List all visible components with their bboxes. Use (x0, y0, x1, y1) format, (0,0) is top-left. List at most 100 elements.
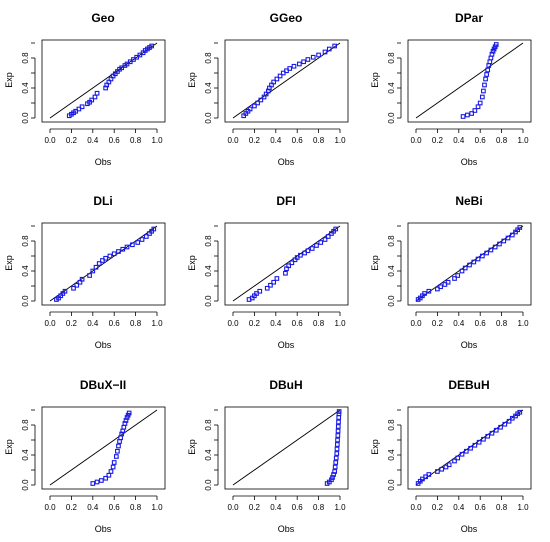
data-point (497, 241, 502, 247)
data-point (316, 52, 321, 58)
reference-line (415, 42, 524, 119)
y-tick-label: 0.0 (21, 295, 30, 307)
data-point (120, 246, 126, 252)
x-tick-label: 0.2 (66, 136, 78, 145)
x-tick-label: 0.0 (410, 136, 422, 145)
data-point (96, 261, 102, 266)
y-tick-label: 0.4 (387, 82, 396, 94)
y-tick-label: 0.4 (387, 449, 396, 461)
x-tick-label: 0.2 (249, 503, 261, 512)
x-tick-label: 0.0 (227, 319, 239, 328)
panel-dbux-ii: DBuX−II 0.0 0.2 0.4 0.6 0.8 1.0 Obs 0.0 0.4 0.8 Exp (4, 378, 166, 534)
data-point (93, 264, 99, 270)
data-point (483, 76, 488, 82)
panel-title: GGeo (270, 11, 303, 25)
x-axis-label: Obs (95, 524, 112, 534)
x-tick-label: 0.0 (44, 503, 56, 512)
y-tick-label: 0.4 (21, 449, 30, 461)
data-point (121, 424, 127, 430)
data-point (79, 104, 85, 110)
data-point (481, 88, 486, 94)
data-point (476, 439, 482, 445)
data-point (335, 437, 340, 443)
reference-line (49, 409, 158, 486)
plot-frame (224, 406, 349, 490)
plot-frame (224, 222, 349, 306)
data-point (332, 464, 338, 470)
data-point (455, 455, 461, 461)
data-point (488, 247, 494, 253)
x-axis-label: Obs (95, 157, 112, 167)
data-point (271, 279, 277, 285)
y-tick-label: 0.8 (21, 235, 30, 247)
y-tick-label: 0.0 (204, 295, 213, 307)
data-point (122, 421, 128, 426)
data-point (118, 435, 123, 441)
data-point (120, 428, 126, 434)
data-point (334, 446, 340, 452)
data-point (74, 282, 80, 288)
data-point (439, 466, 445, 472)
plot-frame (407, 406, 532, 490)
y-axis-label: Exp (4, 439, 14, 455)
data-point (459, 268, 465, 274)
data-point (333, 226, 339, 232)
x-tick-label: 0.6 (292, 136, 304, 145)
panel-title: DEBuH (448, 378, 489, 392)
x-tick-label: 0.6 (109, 136, 121, 145)
x-tick-label: 0.0 (410, 319, 422, 328)
x-axis-label: Obs (278, 524, 295, 534)
data-point (452, 276, 457, 281)
x-tick-label: 0.8 (496, 503, 508, 512)
data-point (271, 79, 277, 85)
reference-line (49, 42, 158, 119)
data-point (471, 259, 477, 265)
y-tick-label: 0.8 (204, 52, 213, 64)
panel-geo: Geo 0.0 0.2 0.4 0.6 0.8 1.0 Obs 0.0 0.4 0.8 Exp (4, 11, 166, 167)
data-point (124, 244, 130, 250)
data-point (94, 479, 100, 485)
data-point (334, 451, 340, 456)
data-point (489, 51, 495, 57)
y-tick-label: 0.0 (204, 112, 213, 124)
data-point (143, 234, 149, 239)
y-tick-label: 0.4 (204, 449, 213, 461)
y-axis-label: Exp (187, 439, 197, 455)
x-axis-label: Obs (461, 157, 478, 167)
data-point (305, 248, 311, 254)
data-point (89, 97, 95, 103)
panel-dpar: DPar 0.0 0.2 0.4 0.6 0.8 1.0 Obs 0.0 0.4 0.8 Exp (370, 11, 532, 167)
x-tick-label: 1.0 (151, 136, 163, 145)
x-tick-label: 1.0 (334, 319, 346, 328)
data-point (475, 104, 481, 110)
data-point (247, 106, 253, 112)
data-point (332, 43, 338, 49)
x-tick-label: 1.0 (151, 503, 163, 512)
data-point (336, 419, 341, 425)
x-tick-label: 0.8 (313, 319, 325, 328)
data-point (509, 232, 515, 238)
panel-dli: DLi 0.0 0.2 0.4 0.6 0.8 1.0 Obs 0.0 0.4 0.8 Exp (4, 194, 166, 350)
x-tick-label: 0.6 (475, 136, 487, 145)
y-tick-label: 0.0 (21, 112, 30, 124)
y-axis-label: Exp (370, 255, 380, 271)
y-tick-label: 0.8 (387, 52, 396, 64)
data-point (274, 276, 280, 281)
data-point (92, 94, 98, 100)
data-point (258, 97, 264, 103)
data-point (135, 240, 141, 245)
data-point (268, 282, 273, 288)
data-point (465, 112, 470, 118)
x-axis-label: Obs (278, 157, 295, 167)
x-tick-label: 0.4 (270, 319, 282, 328)
data-point (325, 234, 331, 239)
plot-frame (407, 39, 532, 123)
data-point (289, 260, 295, 266)
y-axis-label: Exp (370, 439, 380, 455)
data-point (472, 108, 478, 113)
y-tick-label: 0.4 (387, 265, 396, 277)
data-point (115, 448, 120, 454)
data-point (79, 276, 85, 282)
panel-title: Geo (91, 11, 114, 25)
